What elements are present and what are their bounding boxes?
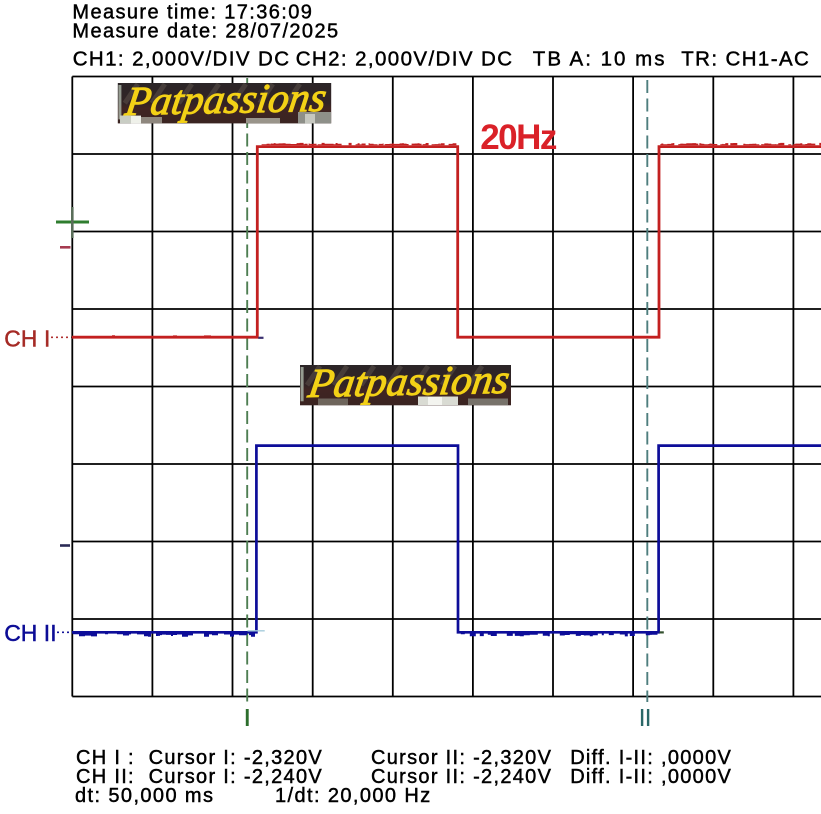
svg-text:Measure date: 28/07/2025: Measure date: 28/07/2025 [72, 21, 339, 43]
svg-text:Patpassions: Patpassions [305, 356, 513, 406]
svg-text:Measure time: 17:36:09: Measure time: 17:36:09 [72, 2, 313, 24]
svg-text:CH II: Cursor I: -2,240V: CH II: Cursor I: -2,240V [76, 766, 323, 788]
svg-text:Diff. I-II: ,0000V: Diff. I-II: ,0000V [570, 766, 732, 788]
svg-text:CH II: CH II [4, 620, 56, 646]
svg-text:1/dt: 20,000 Hz: 1/dt: 20,000 Hz [275, 785, 432, 807]
svg-text:TR: CH1-AC: TR: CH1-AC [681, 48, 810, 71]
svg-text:Cursor II: -2,240V: Cursor II: -2,240V [371, 766, 552, 788]
svg-text:CH2: 2,000V/DIV DC: CH2: 2,000V/DIV DC [296, 48, 514, 71]
svg-text:Cursor II: -2,320V: Cursor II: -2,320V [371, 747, 552, 769]
svg-text:Patpassions: Patpassions [122, 74, 330, 124]
svg-text:CH1: 2,000V/DIV DC: CH1: 2,000V/DIV DC [73, 48, 291, 71]
svg-text:TB A: 10 ms: TB A: 10 ms [533, 48, 667, 71]
svg-text:Diff. I-II: ,0000V: Diff. I-II: ,0000V [570, 747, 732, 769]
svg-text:CH I: CH I [4, 325, 50, 351]
svg-text:CH I : Cursor I: -2,320V: CH I : Cursor I: -2,320V [76, 747, 323, 769]
svg-text:dt: 50,000 ms: dt: 50,000 ms [75, 785, 214, 807]
svg-text:20Hz: 20Hz [480, 118, 557, 157]
